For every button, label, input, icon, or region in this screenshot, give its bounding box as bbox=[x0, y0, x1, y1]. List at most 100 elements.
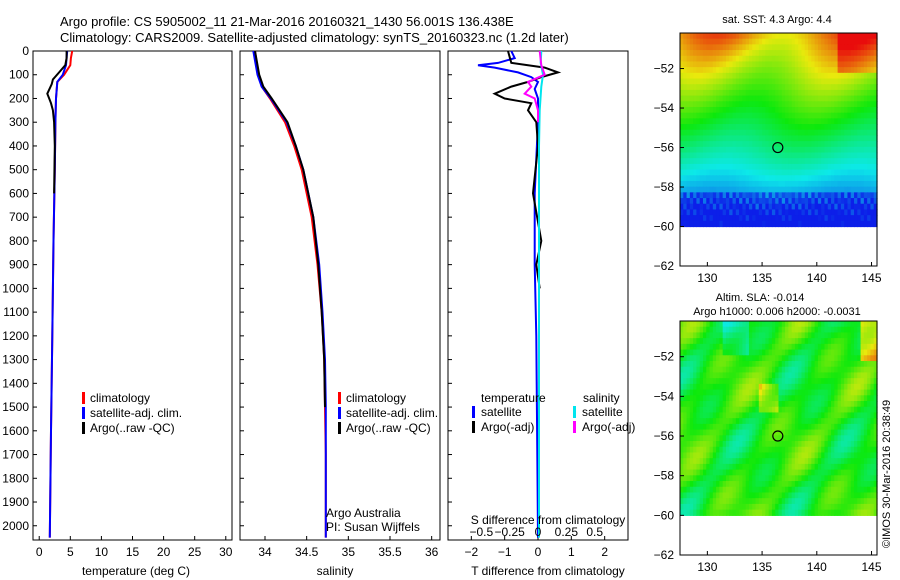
heatmap-cell bbox=[739, 355, 743, 362]
heatmap-cell bbox=[758, 463, 763, 471]
heatmap-cell bbox=[778, 475, 783, 482]
heatmap-cell bbox=[739, 129, 743, 137]
heatmap-cell bbox=[742, 509, 747, 516]
y-tick-label: −60 bbox=[654, 508, 675, 522]
heatmap-cell bbox=[870, 429, 875, 436]
heatmap-cell bbox=[768, 429, 773, 436]
heatmap-cell bbox=[870, 198, 875, 205]
heatmap-cell bbox=[689, 129, 694, 137]
heatmap-cell bbox=[696, 355, 701, 362]
heatmap-cell bbox=[716, 503, 720, 511]
heatmap-cell bbox=[824, 503, 829, 511]
heatmap-cell bbox=[854, 203, 858, 211]
heatmap-cell bbox=[814, 55, 819, 63]
heatmap-cell bbox=[768, 50, 773, 57]
heatmap-cell bbox=[798, 78, 803, 85]
heatmap-cell bbox=[768, 215, 773, 222]
heatmap-cell bbox=[680, 55, 684, 63]
y-tick-label: 1400 bbox=[2, 376, 29, 390]
heatmap-cell bbox=[863, 163, 868, 171]
heatmap-cell bbox=[804, 435, 809, 442]
heatmap-cell bbox=[873, 355, 878, 362]
heatmap-cell bbox=[683, 492, 688, 499]
heatmap-cell bbox=[854, 435, 858, 442]
heatmap-cell bbox=[768, 101, 773, 108]
heatmap-cell bbox=[814, 372, 819, 379]
heatmap-cell bbox=[696, 446, 701, 454]
heatmap-cell bbox=[844, 163, 849, 171]
heatmap-cell bbox=[732, 169, 737, 176]
heatmap-cell bbox=[745, 163, 750, 171]
heatmap-cell bbox=[834, 209, 839, 216]
heatmap-cell bbox=[801, 129, 806, 137]
heatmap-cell bbox=[870, 498, 875, 505]
heatmap-cell bbox=[840, 343, 845, 351]
heatmap-cell bbox=[735, 395, 740, 402]
heatmap-cell bbox=[804, 429, 809, 436]
heatmap-cell bbox=[804, 101, 809, 108]
heatmap-cell bbox=[785, 192, 789, 199]
heatmap-cell bbox=[801, 503, 806, 511]
heatmap-cell bbox=[771, 192, 776, 199]
heatmap-cell bbox=[870, 412, 875, 419]
heatmap-cell bbox=[808, 446, 812, 454]
heatmap-cell bbox=[844, 220, 849, 228]
heatmap-cell bbox=[860, 446, 865, 454]
heatmap-cell bbox=[752, 44, 757, 51]
heatmap-cell bbox=[758, 112, 763, 119]
heatmap-cell bbox=[771, 401, 776, 408]
heatmap-cell bbox=[811, 101, 816, 108]
heatmap-cell bbox=[755, 38, 760, 45]
heatmap-cell bbox=[850, 33, 855, 40]
heatmap-cell bbox=[706, 89, 711, 97]
heatmap-cell bbox=[735, 509, 740, 516]
heatmap-cell bbox=[762, 429, 766, 436]
heatmap-cell bbox=[840, 67, 845, 74]
heatmap-cell bbox=[791, 38, 796, 45]
heatmap-cell bbox=[817, 169, 822, 176]
heatmap-cell bbox=[844, 446, 849, 454]
heatmap-cell bbox=[771, 446, 776, 454]
heatmap-cell bbox=[748, 106, 753, 114]
heatmap-cell bbox=[712, 78, 717, 85]
heatmap-cell bbox=[709, 33, 714, 40]
heatmap-cell bbox=[765, 378, 770, 385]
heatmap-cell bbox=[801, 169, 806, 176]
heatmap-cell bbox=[788, 220, 793, 228]
heatmap-cell bbox=[768, 192, 773, 199]
heatmap-cell bbox=[798, 486, 803, 494]
heatmap-cell bbox=[735, 124, 740, 131]
heatmap-cell bbox=[762, 129, 766, 137]
heatmap-cell bbox=[791, 175, 796, 182]
heatmap-cell bbox=[755, 395, 760, 402]
heatmap-cell bbox=[788, 423, 793, 431]
heatmap-cell bbox=[706, 106, 711, 114]
heatmap-cell bbox=[811, 372, 816, 379]
heatmap-cell bbox=[824, 361, 829, 368]
heatmap-cell bbox=[686, 401, 691, 408]
heatmap-cell bbox=[725, 95, 730, 102]
heatmap-cell bbox=[683, 38, 688, 45]
heatmap-cell bbox=[762, 169, 766, 176]
heatmap-cell bbox=[775, 61, 780, 68]
heatmap-cell bbox=[788, 452, 793, 459]
heatmap-cell bbox=[696, 332, 701, 339]
heatmap-cell bbox=[706, 61, 711, 68]
heatmap-cell bbox=[739, 38, 743, 45]
heatmap-cell bbox=[791, 423, 796, 431]
heatmap-cell bbox=[742, 492, 747, 499]
heatmap-cell bbox=[794, 463, 799, 471]
heatmap-cell bbox=[768, 492, 773, 499]
heatmap-cell bbox=[696, 61, 701, 68]
heatmap-cell bbox=[768, 361, 773, 368]
heatmap-cell bbox=[804, 192, 809, 199]
heatmap-cell bbox=[817, 361, 822, 368]
heatmap-cell bbox=[758, 378, 763, 385]
heatmap-cell bbox=[748, 124, 753, 131]
heatmap-cell bbox=[847, 175, 852, 182]
heatmap-cell bbox=[693, 361, 698, 368]
heatmap-cell bbox=[814, 498, 819, 505]
heatmap-cell bbox=[775, 84, 780, 91]
heatmap-cell bbox=[745, 198, 750, 205]
heatmap-cell bbox=[844, 366, 849, 374]
